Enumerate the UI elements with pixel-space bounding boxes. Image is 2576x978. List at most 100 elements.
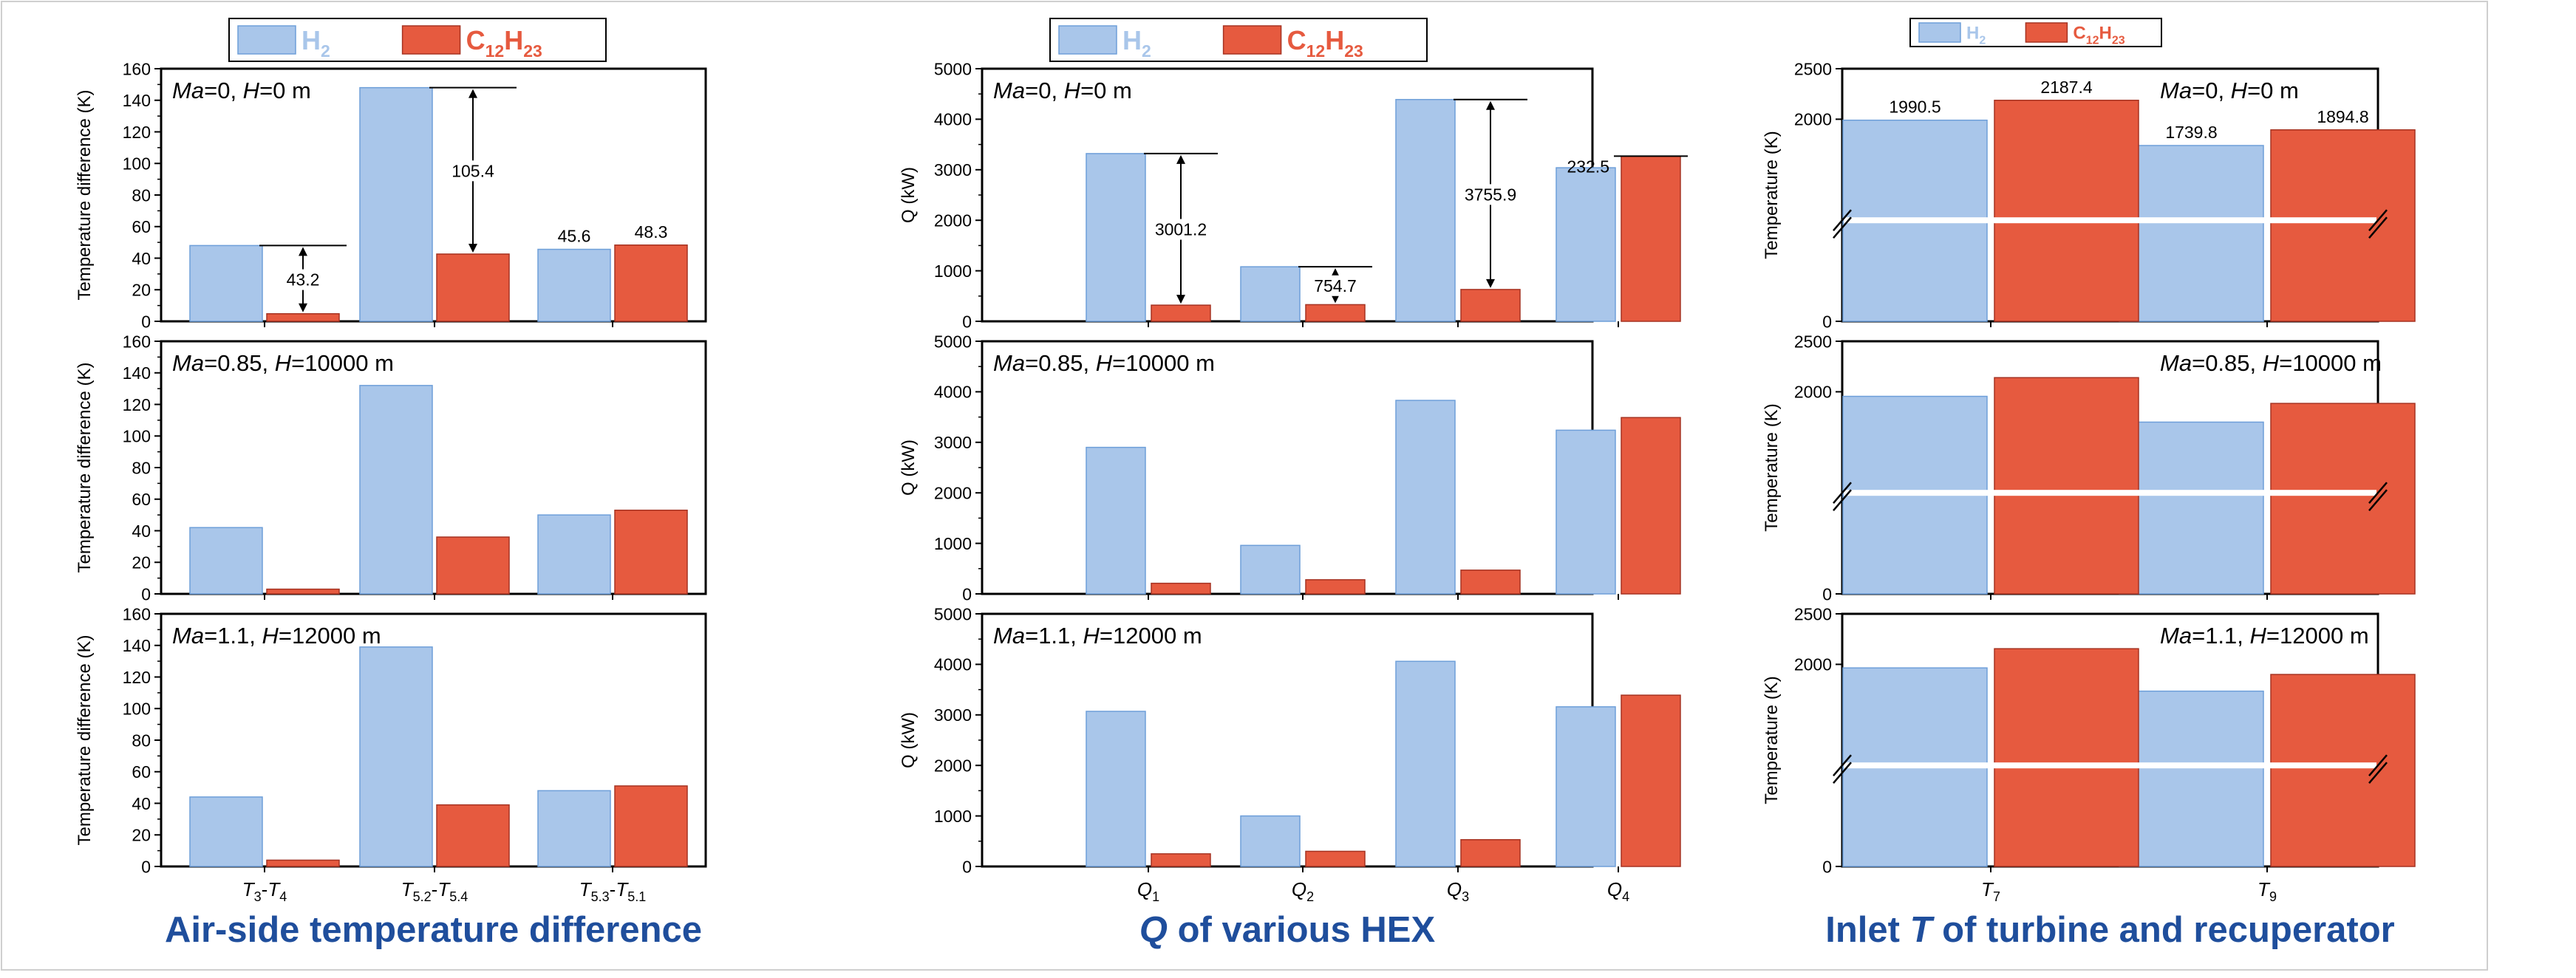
y-tick-label: 40 — [132, 794, 151, 813]
bar-c12-3 — [1621, 694, 1681, 867]
text-run: 23 — [523, 41, 542, 61]
y-tick-label: 2000 — [934, 211, 972, 230]
text-run: T — [2258, 878, 2271, 900]
y-tick-label: 140 — [123, 363, 151, 383]
text-run: 4 — [279, 889, 287, 904]
legend-swatch-h2 — [237, 25, 296, 55]
x-tick-label: Q4​ — [1607, 878, 1629, 904]
text-run: 0.85 — [2205, 350, 2249, 376]
text-run: 3 — [1462, 889, 1469, 904]
bar-c12-0 — [1151, 582, 1211, 595]
axis-break-band — [1844, 490, 2376, 496]
text-run: Air-side temperature difference — [165, 910, 702, 950]
text-run: Ma — [2160, 623, 2192, 649]
text-run: 1 — [1152, 889, 1159, 904]
y-tick-label: 160 — [123, 59, 151, 78]
value-label: 45.6 — [558, 227, 591, 246]
axis-break-mark — [2368, 762, 2388, 784]
text-run: 2 — [1306, 889, 1314, 904]
bar-c12-0 — [1994, 100, 2139, 322]
text-run: Ma — [993, 623, 1025, 649]
text-run: , — [2250, 350, 2263, 376]
text-run: H — [262, 623, 279, 649]
text-run: = — [2192, 78, 2205, 103]
arrow-head — [1176, 154, 1185, 164]
y-tick-label: 100 — [123, 427, 151, 446]
text-run: 1.1 — [217, 623, 249, 649]
legend-label-c12h23: C12​H23​ — [1287, 25, 1363, 61]
text-run: T — [616, 878, 629, 900]
text-run: = — [2279, 350, 2292, 376]
text-run: 12000 m — [2280, 623, 2369, 649]
difference-label: 43.2 — [287, 270, 320, 290]
arrow-head — [1486, 278, 1495, 288]
y-tick-label: 160 — [123, 604, 151, 623]
y-tick-label: 60 — [132, 762, 151, 782]
text-run: H — [1064, 78, 1081, 103]
axis-break-mark — [1833, 762, 1852, 784]
y-tick-label: 0 — [141, 584, 151, 603]
text-run: 10000 m — [1125, 350, 1215, 376]
text-run: C — [1287, 25, 1306, 55]
bar-c12-3 — [1621, 155, 1681, 322]
text-run: 12 — [1306, 41, 1326, 61]
text-run: H — [2250, 623, 2267, 649]
y-tick-label: 80 — [132, 185, 151, 205]
text-run: 0 — [1038, 78, 1051, 103]
arrow-head — [1331, 294, 1340, 304]
y-tick-label: 0 — [141, 857, 151, 876]
panel-temp-3: 0 20 40 60 80 100 120 140 160 Temperature differe… — [75, 604, 707, 876]
text-run: 0 — [2205, 78, 2218, 103]
panel-heat-1: 0 1000 2000 3000 4000 5000 Q (kW) 3001.2 754.7 37… — [899, 59, 1688, 331]
condition-label: Ma=0, H=0 m — [993, 78, 1132, 103]
y-tick-label: 60 — [132, 490, 151, 509]
y-tick-label: 40 — [132, 249, 151, 268]
y-tick-label: 0 — [141, 312, 151, 331]
bar-c12-1 — [436, 536, 510, 595]
y-tick-label: 80 — [132, 458, 151, 477]
bar-c12-1 — [436, 804, 510, 867]
text-run: = — [2247, 78, 2260, 103]
bar-c12-0 — [1151, 304, 1211, 322]
text-run: = — [1025, 623, 1038, 649]
value-label: 1739.8 — [2165, 123, 2217, 142]
text-run: H — [2263, 350, 2280, 376]
text-run: Ma — [993, 350, 1025, 376]
bar-h2-1 — [2119, 421, 2264, 595]
column-title: Air-side temperature difference — [165, 910, 702, 950]
text-run: = — [291, 350, 304, 376]
y-axis-label: Temperature difference (K) — [75, 635, 95, 845]
bar-h2-3 — [1556, 429, 1616, 595]
y-tick-label: 1000 — [934, 807, 972, 826]
axis-break-mark — [2368, 209, 2388, 232]
text-run: H — [1966, 24, 1979, 44]
y-tick-label: 20 — [132, 553, 151, 572]
text-run: = — [1080, 78, 1094, 103]
text-run: = — [204, 78, 217, 103]
bar-c12-0 — [1994, 377, 2139, 595]
text-run: = — [1025, 78, 1038, 103]
difference-label: 754.7 — [1314, 276, 1357, 295]
x-tick-label: T5.3​-T5.1​ — [579, 878, 647, 904]
y-axis-label: Temperature difference (K) — [75, 89, 95, 300]
text-run: = — [2266, 623, 2280, 649]
text-run: H — [1083, 623, 1100, 649]
text-run: C — [466, 25, 485, 55]
text-run: T — [437, 878, 451, 900]
bar-c12-0 — [1994, 648, 2139, 867]
text-run: H — [1122, 25, 1142, 55]
panel-temp-1: 0 20 40 60 80 100 120 140 160 Temperature differe… — [75, 59, 707, 331]
axis-break-mark — [1833, 209, 1852, 232]
axis-break-mark — [2368, 482, 2388, 505]
y-tick-label: 2000 — [1794, 383, 1832, 402]
y-tick-label: 3000 — [934, 160, 972, 179]
x-tick-label: T9​ — [2258, 878, 2277, 904]
text-run: 10000 m — [304, 350, 394, 376]
legend-swatch-h2 — [1918, 22, 1961, 43]
annotation-label-bg — [1458, 184, 1523, 205]
bar-h2-2 — [1395, 660, 1456, 867]
